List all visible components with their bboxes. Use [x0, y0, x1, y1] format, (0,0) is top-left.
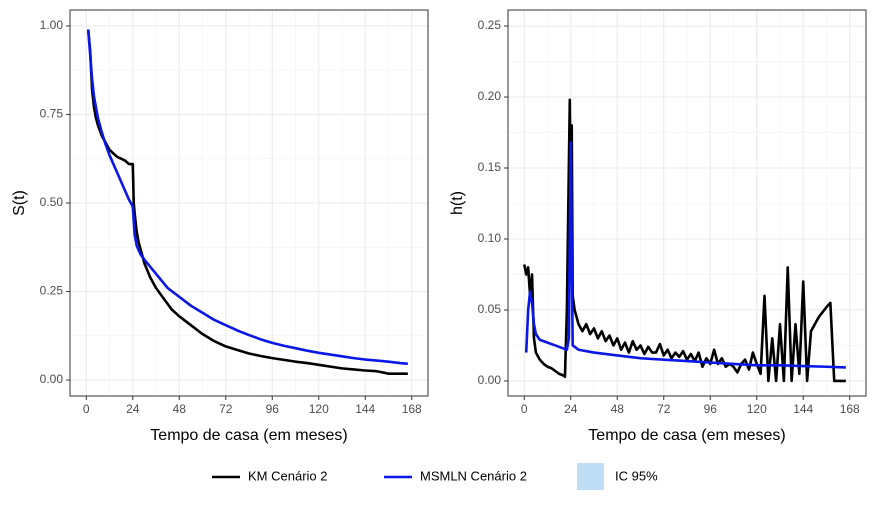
- x-tick-label: 72: [219, 402, 233, 416]
- y-tick-label: 0.75: [40, 107, 64, 121]
- legend-label: MSMLN Cenário 2: [420, 468, 527, 483]
- panel-border: [69, 9, 429, 397]
- legend-label: IC 95%: [615, 468, 658, 483]
- y-tick-label: 1.00: [40, 18, 64, 32]
- x-tick-label: 48: [611, 402, 625, 416]
- x-tick-label: 24: [126, 402, 140, 416]
- x-axis-title: Tempo de casa (em meses): [588, 427, 785, 444]
- series-line: [522, 98, 846, 383]
- y-tick-label: 0.25: [40, 284, 64, 298]
- series-line: [524, 141, 846, 369]
- x-tick-label: 24: [564, 402, 578, 416]
- x-tick-label: 96: [266, 402, 280, 416]
- x-tick-label: 120: [309, 402, 329, 416]
- x-tick-label: 0: [83, 402, 90, 416]
- legend-swatch: [577, 463, 604, 490]
- x-tick-label: 120: [747, 402, 767, 416]
- y-axis-title: S(t): [11, 190, 28, 216]
- y-tick-label: 0.20: [478, 89, 502, 103]
- x-axis-title: Tempo de casa (em meses): [150, 427, 347, 444]
- y-tick-label: 0.25: [478, 18, 502, 32]
- y-tick-label: 0.00: [40, 372, 64, 386]
- series-line: [86, 29, 408, 366]
- x-tick-label: 168: [402, 402, 422, 416]
- y-tick-label: 0.15: [478, 160, 502, 174]
- x-tick-label: 72: [657, 402, 671, 416]
- y-tick-label: 0.10: [478, 231, 502, 245]
- y-tick-label: 0.50: [40, 195, 64, 209]
- x-tick-label: 168: [840, 402, 860, 416]
- x-tick-label: 48: [173, 402, 187, 416]
- x-tick-label: 144: [355, 402, 375, 416]
- x-tick-label: 96: [704, 402, 718, 416]
- y-tick-label: 0.00: [478, 373, 502, 387]
- x-tick-label: 0: [521, 402, 528, 416]
- legend-label: KM Cenário 2: [248, 468, 327, 483]
- panel-border: [507, 9, 867, 397]
- x-tick-label: 144: [793, 402, 813, 416]
- y-axis-title: h(t): [449, 191, 466, 215]
- y-tick-label: 0.05: [478, 302, 502, 316]
